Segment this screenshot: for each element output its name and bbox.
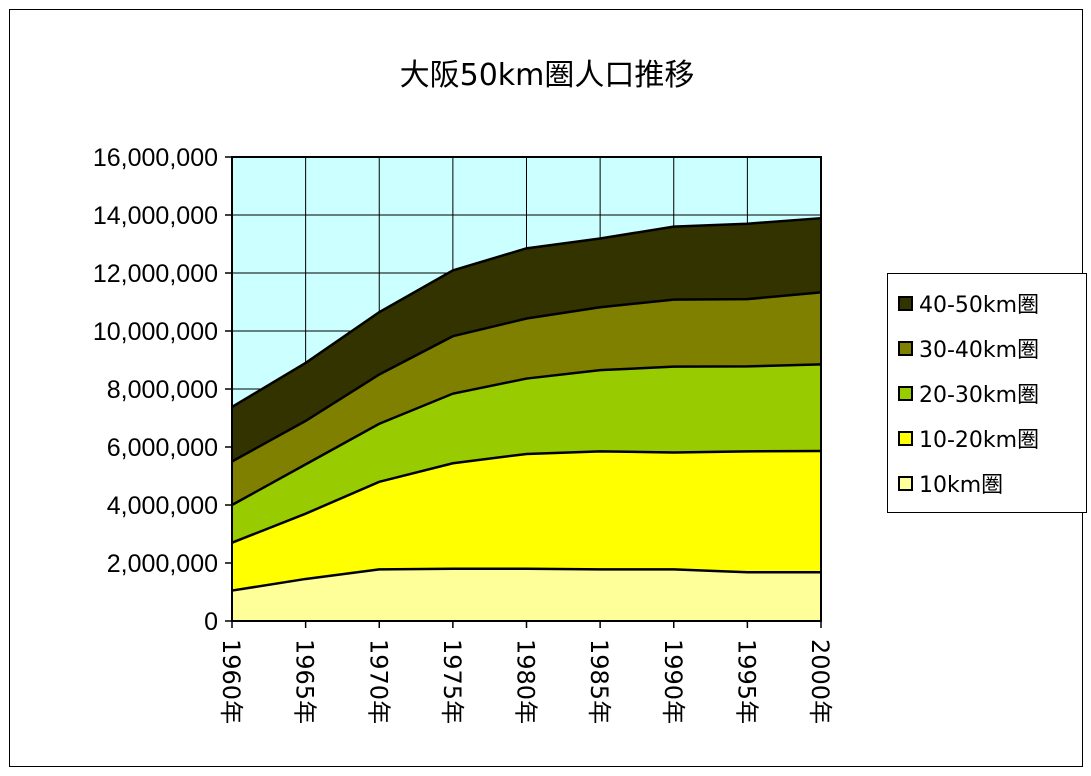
legend-label-4: 40-50km圏	[919, 293, 1040, 318]
x-tick-label-3: 1975年	[438, 639, 466, 724]
area-series-line-4	[231, 216, 822, 409]
area-series-0	[232, 568, 821, 621]
x-tick-label-8: 2000年	[806, 639, 834, 724]
area-series-1	[232, 451, 821, 591]
x-tick-label-4: 1980年	[512, 639, 540, 724]
area-series-line-2	[231, 363, 822, 507]
legend-item-1: 10-20km圏	[898, 423, 1039, 453]
legend-label-0: 10km圏	[919, 473, 1004, 498]
x-tick-label-1: 1965年	[291, 639, 319, 724]
legend-swatch-2	[898, 385, 913, 401]
y-tick-label-0: 0	[204, 608, 218, 636]
legend: 40-50km圏 30-40km圏 20-30km圏 10-20km圏 10km圏	[887, 273, 1087, 513]
legend-swatch-0	[898, 475, 913, 491]
legend-item-4: 40-50km圏	[898, 288, 1039, 318]
legend-label-2: 20-30km圏	[919, 383, 1040, 408]
legend-swatch-1	[898, 430, 913, 446]
area-series-4	[232, 218, 821, 462]
x-tick-label-6: 1990年	[659, 639, 687, 724]
chart-frame: 大阪50km圏人口推移 0 2,000,000 4,000,000 6,000,000…	[9, 9, 1087, 767]
chart-svg: 0 2,000,000 4,000,000 6,000,000 8,000,000 10,…	[93, 144, 834, 724]
legend-item-3: 30-40km圏	[898, 333, 1039, 363]
area-series-line-3	[231, 291, 822, 463]
legend-label-3: 30-40km圏	[919, 338, 1040, 363]
x-tick-label-7: 1995年	[732, 639, 760, 724]
y-tick-label-8: 16,000,000	[93, 144, 218, 172]
x-tick-label-5: 1985年	[585, 639, 613, 724]
y-tick-label-5: 10,000,000	[93, 318, 218, 346]
y-tick-label-2: 4,000,000	[107, 492, 218, 520]
legend-swatch-4	[898, 295, 913, 311]
area-series-line-1	[231, 449, 822, 544]
legend-swatch-3	[898, 340, 913, 356]
y-tick-label-6: 12,000,000	[93, 260, 218, 288]
y-tick-label-1: 2,000,000	[107, 550, 218, 578]
chart-title: 大阪50km圏人口推移	[399, 58, 695, 93]
x-tick-label-0: 1960年	[217, 639, 245, 724]
legend-item-2: 20-30km圏	[898, 378, 1039, 408]
legend-item-0: 10km圏	[898, 468, 1003, 498]
y-tick-label-3: 6,000,000	[107, 434, 218, 462]
y-tick-label-7: 14,000,000	[93, 202, 218, 230]
x-tick-label-2: 1970年	[364, 639, 392, 724]
area-series-3	[232, 292, 821, 505]
y-tick-label-4: 8,000,000	[107, 376, 218, 404]
area-series-line-0	[231, 567, 821, 592]
legend-label-1: 10-20km圏	[919, 428, 1040, 453]
